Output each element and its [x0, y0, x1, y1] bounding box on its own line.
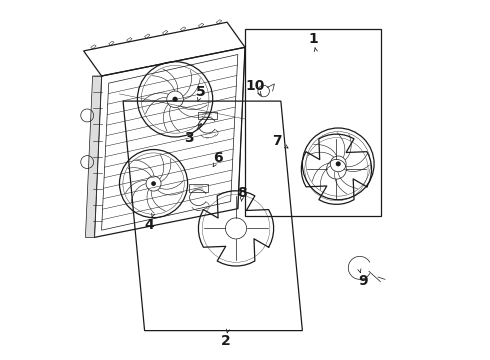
Circle shape: [336, 161, 341, 166]
Text: 9: 9: [358, 274, 368, 288]
Text: 2: 2: [220, 334, 230, 348]
Text: 5: 5: [196, 85, 206, 99]
Text: 10: 10: [245, 79, 265, 93]
Text: 6: 6: [213, 152, 223, 166]
Text: 3: 3: [185, 131, 194, 145]
Circle shape: [172, 97, 178, 102]
Polygon shape: [85, 76, 101, 237]
Circle shape: [151, 181, 156, 186]
Text: 1: 1: [308, 32, 318, 46]
Text: 8: 8: [238, 185, 247, 199]
Text: 4: 4: [144, 218, 154, 232]
Text: 7: 7: [272, 134, 282, 148]
